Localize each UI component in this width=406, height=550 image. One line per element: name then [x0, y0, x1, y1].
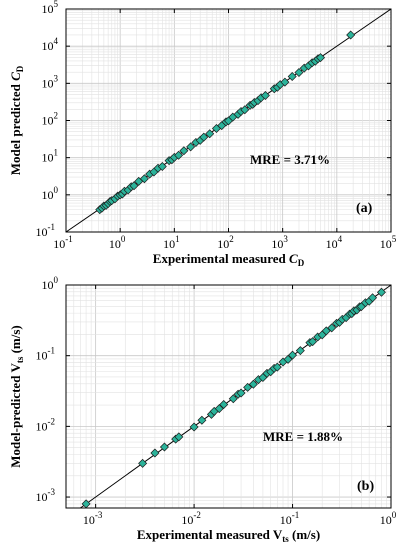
y-tick-label: 10-1 — [36, 346, 56, 363]
x-tick-label: 100 — [109, 234, 126, 251]
panel-a-chart: 10-110-1 100 100 101 101 102 102 103 103 104 104 10… — [8, 0, 397, 268]
data-point — [316, 53, 326, 63]
data-point — [283, 354, 293, 364]
x-tick-label: 10-1 — [280, 510, 300, 527]
panel-b-chart: 10-3 10-3 10-2 10-2 10-1 10-1 100 100 MRE = 1.88… — [8, 275, 397, 544]
data-point — [189, 422, 199, 432]
y-tick-label: 100 — [42, 275, 59, 292]
data-point — [308, 337, 318, 347]
grid — [65, 8, 392, 233]
data-point — [240, 105, 250, 115]
y-axis-title: Model-predicted Vts (m/s) — [8, 325, 25, 468]
y-axis-title: Model predicted CD — [8, 65, 25, 175]
data-point — [139, 174, 149, 184]
panel-label: (a) — [356, 201, 373, 216]
x-axis-title: Experimental measured CD — [153, 251, 305, 268]
x-tick-label: 10-3 — [83, 510, 103, 527]
data-point — [157, 161, 167, 171]
data-point — [294, 67, 304, 77]
x-tick-label: 102 — [217, 234, 234, 251]
data-point — [174, 432, 184, 442]
data-point — [205, 129, 215, 139]
data-point — [174, 150, 184, 160]
panel-label: (b) — [357, 479, 374, 494]
data-point — [186, 142, 196, 152]
x-tick-label: 10-1 — [53, 234, 73, 251]
axis-ticks: 10-3 10-3 10-2 10-2 10-1 10-1 100 100 — [36, 275, 397, 527]
data-point — [159, 442, 169, 452]
data-point — [260, 91, 270, 101]
data-point — [272, 362, 282, 372]
data-point — [287, 71, 297, 81]
x-tick-label: 101 — [163, 234, 180, 251]
data-point — [219, 399, 229, 409]
y-tick-label: 10-2 — [36, 416, 56, 433]
x-axis-title: Experimental measured Vts (m/s) — [137, 527, 320, 544]
y-tick-label: 105 — [42, 0, 59, 16]
data-point — [236, 388, 246, 398]
data-point — [150, 448, 160, 458]
mre-annotation: MRE = 1.88% — [263, 429, 343, 444]
data-point — [197, 415, 207, 425]
plot-frame — [65, 284, 392, 509]
data-point — [228, 394, 238, 404]
x-tick-label: 100 — [380, 510, 397, 527]
data-point — [138, 458, 148, 468]
data-point — [376, 287, 386, 297]
data-points — [81, 287, 386, 509]
y-tick-label: 10-3 — [36, 487, 56, 504]
data-point — [346, 30, 356, 40]
data-point — [248, 379, 258, 389]
data-point — [280, 77, 290, 87]
data-point — [327, 323, 337, 333]
x-tick-label: 10-2 — [181, 510, 201, 527]
y-tick-label: 101 — [42, 148, 59, 165]
x-tick-label: 103 — [271, 234, 288, 251]
data-point — [199, 132, 209, 142]
y-tick-label: 100 — [42, 185, 59, 202]
y-tick-label: 10-1 — [36, 222, 56, 239]
y-tick-label: 102 — [42, 111, 59, 128]
mre-annotation: MRE = 3.71% — [250, 152, 330, 167]
data-point — [243, 382, 253, 392]
y-tick-label: 103 — [42, 73, 59, 90]
data-point — [295, 346, 305, 356]
data-point — [81, 499, 91, 509]
data-point — [368, 293, 378, 303]
x-tick-label: 105 — [380, 234, 397, 251]
x-tick-label: 104 — [326, 234, 343, 251]
data-point — [288, 350, 298, 360]
data-point — [214, 404, 224, 414]
data-point — [179, 146, 189, 156]
data-points — [95, 30, 356, 215]
y-tick-label: 104 — [42, 36, 59, 53]
data-point — [129, 181, 139, 191]
